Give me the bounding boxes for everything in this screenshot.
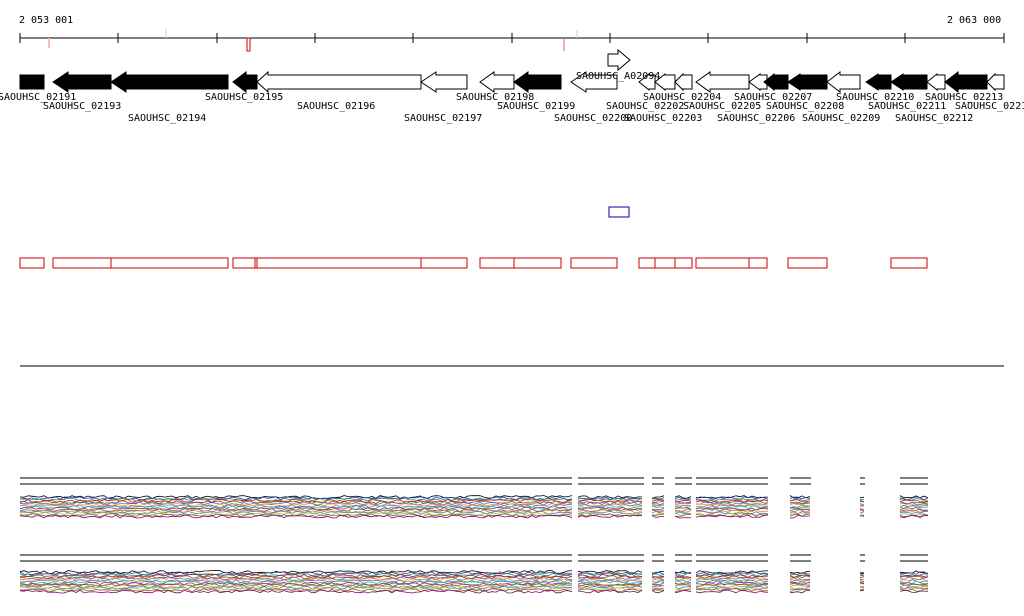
signal-line	[20, 509, 572, 512]
red-feature-box[interactable]	[891, 258, 927, 268]
gene-arrow[interactable]	[945, 72, 987, 92]
gene-arrow[interactable]	[827, 72, 860, 92]
red-feature-box[interactable]	[655, 258, 675, 268]
signal-line	[578, 581, 642, 584]
gene-label[interactable]: SAOUHSC_02195	[205, 92, 283, 103]
red-feature-box[interactable]	[675, 258, 692, 268]
start-coordinate: 2 053 001	[19, 15, 73, 26]
coordinate-ruler	[20, 29, 1004, 51]
signal-line	[20, 501, 572, 504]
red-feature-box[interactable]	[639, 258, 655, 268]
signal-line	[20, 503, 572, 506]
gene-label[interactable]: SAOUHSC_02206	[717, 113, 795, 124]
gene-arrow[interactable]	[233, 72, 257, 92]
gene-label[interactable]: SAOUHSC_02199	[497, 101, 575, 112]
signal-line	[860, 575, 864, 576]
signal-line	[860, 513, 864, 515]
signal-line	[675, 499, 691, 500]
signal-line	[860, 582, 864, 583]
gene-arrow[interactable]	[421, 72, 467, 92]
gene-label[interactable]: SAOUHSC_02209	[802, 113, 880, 124]
red-feature-box[interactable]	[421, 258, 467, 268]
gene-label[interactable]: SAOUHSC_02197	[404, 113, 482, 124]
signal-line	[860, 577, 864, 578]
gene-arrow[interactable]	[891, 74, 927, 90]
gene-arrow[interactable]	[696, 72, 749, 92]
signal-line	[790, 515, 810, 518]
red-feature-box[interactable]	[696, 258, 749, 268]
gene-arrow[interactable]	[866, 74, 891, 90]
signal-line	[900, 591, 928, 593]
signal-line	[652, 583, 664, 585]
gene-arrow[interactable]	[608, 50, 630, 70]
signal-line	[860, 510, 864, 511]
gene-label[interactable]: SAOUHSC_0221	[955, 101, 1024, 112]
gene-arrow[interactable]	[53, 72, 111, 92]
gene-arrow[interactable]	[20, 75, 44, 89]
red-feature-box[interactable]	[53, 258, 111, 268]
signal-line	[652, 506, 664, 508]
red-feature-box[interactable]	[514, 258, 561, 268]
gene-arrow[interactable]	[514, 72, 561, 92]
gene-label[interactable]: SAOUHSC_02203	[624, 113, 702, 124]
red-feature-box[interactable]	[788, 258, 827, 268]
gene-arrow[interactable]	[480, 72, 514, 92]
gene-arrow[interactable]	[927, 74, 945, 90]
blue-feature-box[interactable]	[609, 207, 629, 217]
red-feature-box[interactable]	[111, 258, 228, 268]
signal-line	[790, 590, 810, 593]
red-feature-box[interactable]	[233, 258, 257, 268]
gene-arrow[interactable]	[987, 74, 1004, 90]
signal-line	[652, 588, 664, 589]
red-feature-track	[20, 258, 927, 268]
red-feature-box[interactable]	[255, 258, 421, 268]
gene-label[interactable]: SAOUHSC_02196	[297, 101, 375, 112]
ruler-marker	[247, 38, 250, 51]
red-feature-box[interactable]	[571, 258, 617, 268]
gene-arrow[interactable]	[111, 72, 228, 92]
gene-arrow[interactable]	[675, 74, 692, 90]
gene-arrow[interactable]	[764, 74, 788, 90]
signal-line	[578, 506, 642, 509]
signal-line	[696, 590, 768, 593]
signal-line	[790, 584, 810, 586]
red-feature-box[interactable]	[480, 258, 514, 268]
signal-line	[652, 590, 664, 591]
signal-line	[578, 496, 642, 499]
signal-line	[652, 590, 664, 593]
signal-line	[20, 590, 572, 593]
gene-arrow[interactable]	[788, 74, 827, 90]
gene-track	[20, 50, 1004, 92]
red-feature-box[interactable]	[749, 258, 767, 268]
gene-label[interactable]: SAOUHSC_02200	[554, 113, 632, 124]
gene-label[interactable]: SAOUHSC_02212	[895, 113, 973, 124]
gene-arrow[interactable]	[257, 72, 421, 92]
red-feature-box[interactable]	[20, 258, 44, 268]
signal-line	[675, 573, 691, 576]
end-coordinate: 2 063 000	[947, 15, 1001, 26]
signal-track-lower	[20, 555, 928, 593]
signal-line	[578, 590, 642, 593]
gene-label[interactable]: SAOUHSC_02208	[766, 101, 844, 112]
gene-label[interactable]: SAOUHSC_02194	[128, 113, 206, 124]
gene-label[interactable]: SAOUHSC_A02094	[576, 71, 660, 82]
gene-label[interactable]: SAOUHSC_02193	[43, 101, 121, 112]
signal-line	[652, 501, 664, 503]
signal-track-upper	[20, 478, 928, 518]
